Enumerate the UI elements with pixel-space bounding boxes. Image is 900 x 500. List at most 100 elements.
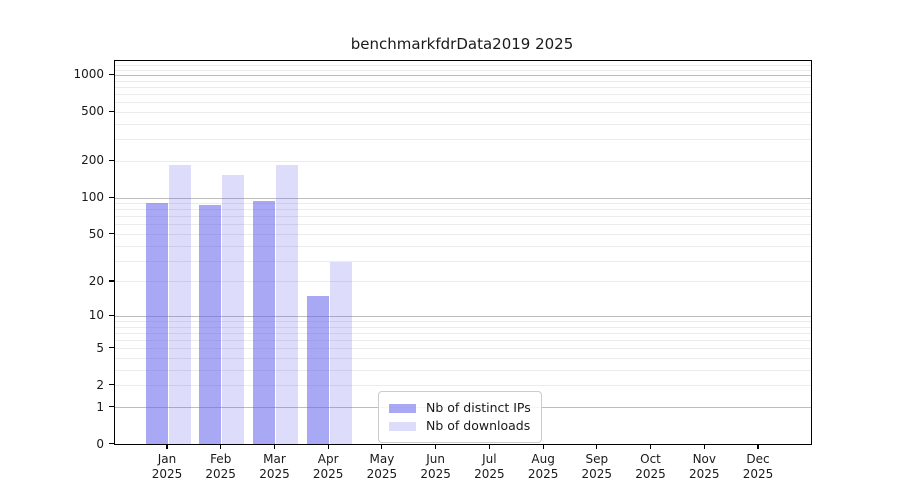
x-label-month: Oct: [640, 452, 661, 466]
x-label-year: 2025: [420, 467, 451, 481]
bar-distinct-ips-jan: [145, 202, 168, 444]
chart-title: benchmarkfdrData2019 2025: [350, 35, 574, 53]
x-label-year: 2025: [366, 467, 398, 481]
y-tick-5: [109, 347, 114, 349]
x-label-month: Apr: [317, 452, 339, 466]
x-label-month: Feb: [210, 452, 232, 466]
y-tick-1000: [109, 73, 114, 76]
legend-item-downloads: Nb of downloads: [389, 418, 531, 434]
x-label-year: 2025: [527, 467, 559, 481]
gridline-minor: [115, 224, 811, 226]
x-label-month: Jun: [426, 452, 445, 466]
gridline-minor: [115, 245, 811, 247]
x-tick-apr: [327, 444, 329, 449]
x-tick-nov: [703, 444, 705, 449]
y-tick-label-200: 200: [81, 153, 104, 168]
x-tick-aug: [542, 444, 544, 449]
gridline-major: [115, 74, 811, 76]
legend-label-downloads: Nb of downloads: [426, 418, 531, 433]
gridline-minor: [115, 209, 811, 211]
x-tick-jun: [435, 444, 437, 449]
bar-downloads-mar: [276, 164, 298, 444]
y-tick-label-1: 1: [96, 399, 104, 414]
x-tick-may: [381, 444, 383, 449]
x-tick-mar: [273, 444, 276, 449]
bar-downloads-feb: [222, 175, 245, 444]
x-label-year: 2025: [474, 467, 505, 481]
x-tick-label-jun: Jun 2025: [404, 452, 468, 482]
x-label-month: Dec: [746, 452, 770, 466]
gridline-minor: [115, 65, 811, 67]
legend: Nb of distinct IPs Nb of downloads: [378, 391, 542, 443]
bar-distinct-ips-mar: [253, 201, 275, 444]
gridline-minor: [115, 260, 811, 262]
bar-downloads-apr: [329, 262, 352, 444]
x-label-year: 2025: [151, 467, 183, 481]
bar-distinct-ips-feb: [199, 205, 222, 444]
x-label-year: 2025: [312, 467, 344, 481]
gridline-minor: [115, 385, 811, 387]
x-label-year: 2025: [742, 467, 774, 481]
plot-area: Nb of distinct IPs Nb of downloads: [114, 60, 812, 445]
x-label-month: Jul: [482, 452, 497, 466]
gridline-minor: [115, 86, 811, 88]
y-tick-label-2: 2: [96, 377, 104, 392]
gridline-minor: [115, 326, 811, 328]
legend-swatch-distinct-ips: [389, 403, 416, 413]
x-tick-label-oct: Oct 2025: [619, 452, 683, 482]
y-tick-100: [109, 196, 114, 198]
gridline-minor: [115, 358, 811, 359]
legend-item-distinct-ips: Nb of distinct IPs: [389, 400, 531, 416]
x-tick-label-nov: Nov 2025: [672, 452, 736, 482]
y-tick-10: [109, 314, 114, 317]
y-tick-label-50: 50: [88, 226, 104, 241]
bar-distinct-ips-apr: [306, 295, 329, 444]
y-tick-500: [109, 110, 114, 113]
x-label-year: 2025: [205, 467, 236, 481]
y-tick-50: [109, 233, 114, 235]
y-tick-1: [109, 406, 114, 408]
gridline-minor: [115, 203, 811, 204]
x-tick-label-feb: Feb 2025: [189, 452, 253, 482]
x-label-month: May: [369, 452, 395, 466]
gridline-minor: [115, 340, 811, 342]
legend-swatch-downloads: [389, 421, 416, 431]
x-tick-jan: [166, 444, 168, 449]
y-tick-label-100: 100: [81, 190, 104, 204]
gridline-minor: [115, 69, 811, 71]
x-label-year: 2025: [635, 467, 666, 481]
x-tick-jul: [488, 444, 490, 449]
x-tick-oct: [649, 444, 652, 449]
gridline-minor: [115, 216, 811, 218]
y-tick-label-1000: 1000: [73, 67, 104, 82]
y-tick-200: [109, 159, 114, 161]
gridline-major: [115, 197, 811, 199]
x-tick-feb: [220, 444, 222, 449]
x-label-year: 2025: [581, 467, 613, 481]
x-tick-label-dec: Dec 2025: [726, 452, 790, 482]
gridline-minor: [115, 348, 811, 350]
gridline-minor: [115, 332, 811, 334]
gridline-minor: [115, 139, 811, 141]
y-tick-label-20: 20: [88, 273, 104, 288]
x-tick-label-jan: Jan 2025: [135, 452, 199, 482]
gridline-minor: [115, 123, 811, 125]
x-label-month: Jan: [157, 452, 177, 466]
y-tick-label-500: 500: [81, 104, 104, 119]
gridline-minor: [115, 234, 811, 235]
y-tick-20: [109, 280, 114, 282]
gridline-minor: [115, 94, 811, 95]
x-tick-label-apr: Apr 2025: [296, 452, 360, 482]
gridline-minor: [115, 369, 811, 371]
gridline-minor: [115, 102, 811, 104]
x-label-month: Mar: [263, 452, 286, 466]
gridline-minor: [115, 321, 811, 322]
y-tick-label-0: 0: [96, 436, 104, 451]
x-label-month: Nov: [692, 452, 716, 466]
y-tick-label-10: 10: [88, 308, 104, 323]
gridline-minor: [115, 281, 811, 283]
x-tick-sep: [596, 444, 598, 449]
bar-downloads-jan: [168, 165, 191, 444]
y-tick-0: [109, 443, 114, 445]
